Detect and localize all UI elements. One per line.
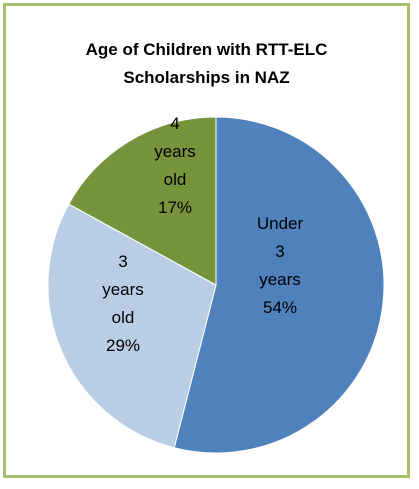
slice-4-years-old-label-line: old (164, 170, 187, 189)
slice-under-3-years-label-line: years (259, 270, 301, 289)
slice-3-years-old-label: 3 years old 29% (102, 252, 144, 355)
chart-title: Age of Children with RTT-ELC Scholarship… (6, 36, 407, 92)
slice-4-years-old-label-line: 4 (170, 114, 179, 133)
slice-4-years-old-label: 4 years old 17% (154, 114, 196, 217)
slice-3-years-old-label-line: 29% (106, 336, 140, 355)
slice-under-3-years-label-line: 3 (275, 242, 284, 261)
pie-slices (47, 116, 385, 454)
chart-title-line-2: Scholarships in NAZ (123, 68, 290, 87)
slice-4-years-old-label-line: years (154, 142, 196, 161)
slice-3-years-old-label-line: years (102, 280, 144, 299)
slice-4-years-old-label-line: 17% (158, 198, 192, 217)
slice-3-years-old-label-line: old (112, 308, 135, 327)
slice-3-years-old-label-line: 3 (118, 252, 127, 271)
slice-under-3-years (173, 116, 385, 454)
slice-3-years-old (47, 203, 217, 449)
chart-title-line-1: Age of Children with RTT-ELC (85, 40, 328, 59)
slice-under-3-years-label: Under 3 years 54% (257, 214, 304, 317)
slice-under-3-years-label-line: 54% (263, 298, 297, 317)
slice-4-years-old (68, 116, 217, 286)
pie-labels: Under 3 years 54% 3 years old 29% 4 years old 17% (102, 114, 303, 355)
slice-under-3-years-label-line: Under (257, 214, 304, 233)
